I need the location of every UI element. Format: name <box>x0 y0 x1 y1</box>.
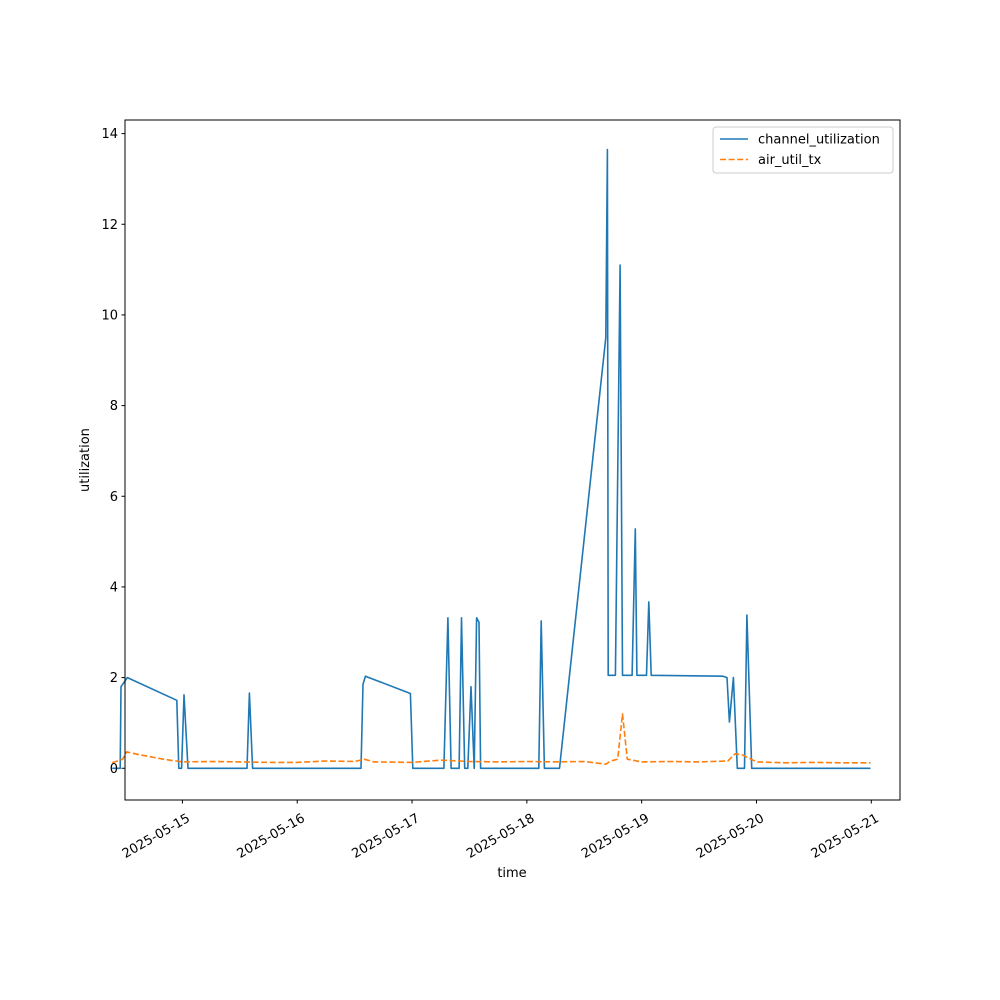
y-tick-label: 2 <box>110 671 118 686</box>
series-layer <box>111 148 871 770</box>
y-tick-label: 14 <box>101 127 118 142</box>
x-tick-label: 2025-05-16 <box>235 811 308 862</box>
y-axis-ticks: 0 2 4 6 8 10 12 14 <box>101 127 125 777</box>
y-tick-label: 4 <box>110 580 118 595</box>
y-tick-label: 12 <box>101 218 118 233</box>
series-line-channel_utilization <box>112 148 871 770</box>
x-tick-label: 2025-05-19 <box>579 811 652 862</box>
x-tick-label: 2025-05-18 <box>464 811 537 862</box>
y-tick-label: 10 <box>101 308 118 323</box>
x-tick-label: 2025-05-17 <box>349 811 422 862</box>
y-tick-label: 8 <box>110 399 118 414</box>
legend-box <box>712 126 894 174</box>
x-tick-label: 2025-05-20 <box>694 811 767 862</box>
x-tick-label: 2025-05-15 <box>120 811 193 862</box>
plot-area <box>111 119 901 801</box>
series-line-air_util_tx <box>111 713 871 766</box>
y-tick-label: 6 <box>110 490 118 505</box>
x-tick-label: 2025-05-21 <box>809 811 882 862</box>
x-axis-label: time <box>497 866 526 881</box>
legend-label-air_util_tx: air_util_tx <box>758 153 822 168</box>
x-axis-ticks: 2025-05-15 2025-05-16 2025-05-17 2025-05-18… <box>120 800 882 862</box>
y-axis-label: utilization <box>78 428 93 492</box>
legend-label-channel_utilization: channel_utilization <box>758 133 880 148</box>
y-tick-label: 0 <box>110 762 118 777</box>
legend-entries: channel_utilization air_util_tx <box>720 133 880 168</box>
legend: channel_utilization air_util_tx <box>712 126 894 174</box>
axes-frame <box>124 119 901 801</box>
